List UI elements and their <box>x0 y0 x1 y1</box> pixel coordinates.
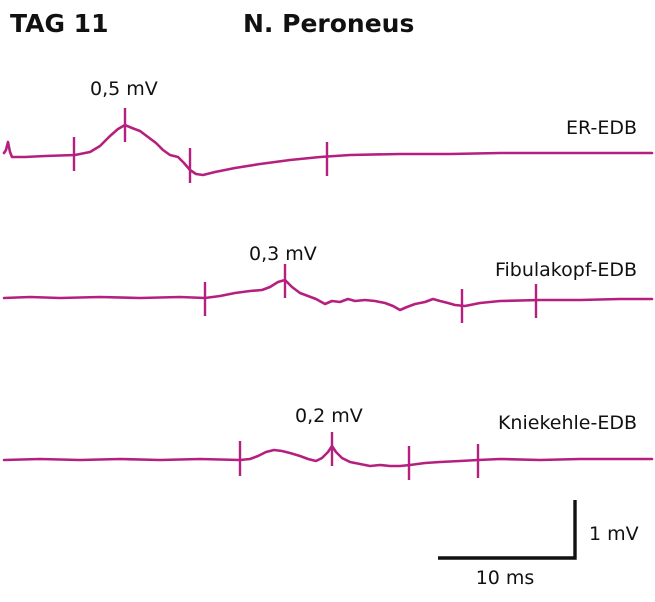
trace-line-er-edb <box>2 123 654 177</box>
scale-bar: 1 mV 10 ms <box>438 500 639 589</box>
scale-bar-amplitude-label: 1 mV <box>589 523 639 545</box>
trace-group-fibulakopf-edb: 0,3 mV Fibulakopf-EDB <box>2 243 654 323</box>
scale-bar-lines <box>438 500 577 560</box>
day-title: TAG 11 <box>10 9 108 38</box>
trace-group-kniekehle-edb: 0,2 mV Kniekehle-EDB <box>2 405 654 480</box>
site-label-kniekehle-edb: Kniekehle-EDB <box>498 412 637 434</box>
nerve-title: N. Peroneus <box>243 9 414 38</box>
trace-line-fibulakopf-edb <box>2 278 654 312</box>
site-label-er-edb: ER-EDB <box>566 117 637 139</box>
scale-bar-time-label: 10 ms <box>476 567 535 589</box>
trace-line-kniekehle-edb <box>2 444 654 468</box>
amplitude-label-kniekehle-edb: 0,2 mV <box>295 405 363 427</box>
amplitude-label-fibulakopf-edb: 0,3 mV <box>249 243 317 265</box>
amplitude-label-er-edb: 0,5 mV <box>90 78 158 100</box>
site-label-fibulakopf-edb: Fibulakopf-EDB <box>495 259 637 281</box>
trace-group-er-edb: 0,5 mV ER-EDB <box>2 78 654 183</box>
